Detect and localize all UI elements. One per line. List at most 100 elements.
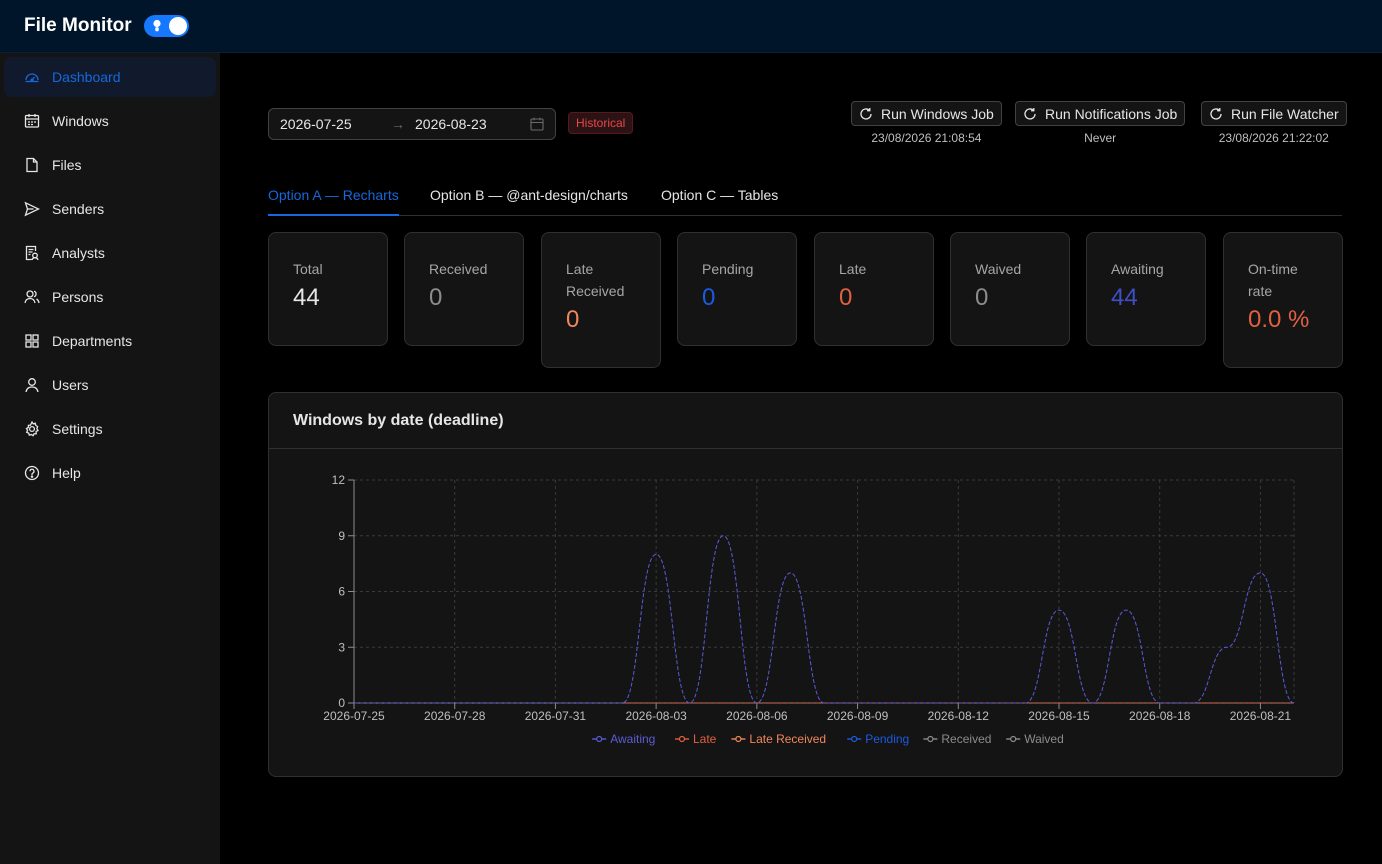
stat-card-pending: Pending 0	[677, 232, 797, 346]
team-icon	[24, 289, 40, 305]
stat-card-received: Received 0	[404, 232, 524, 346]
toggle-knob	[168, 17, 187, 35]
x-tick-label: 2026-08-21	[1230, 709, 1292, 723]
stat-value: 0	[975, 284, 989, 311]
sidebar: Dashboard Windows Files Senders Analysts…	[0, 53, 220, 864]
audit-icon	[24, 245, 40, 261]
stat-value: 0	[839, 284, 853, 311]
stat-label: Received	[429, 261, 488, 277]
stat-card-on-time-rate: On-time rate 0.0 %	[1223, 232, 1343, 368]
stat-value: 44	[293, 284, 320, 311]
legend-marker-dot	[735, 735, 742, 743]
legend-item-waived: Waived	[1024, 732, 1064, 746]
sidebar-item-users[interactable]: Users	[4, 365, 216, 405]
sidebar-item-dashboard[interactable]: Dashboard	[4, 57, 216, 97]
stat-card-total: Total 44	[268, 232, 388, 346]
sidebar-item-files[interactable]: Files	[4, 145, 216, 185]
stat-card-waived: Waived 0	[950, 232, 1070, 346]
stat-label: Awaiting	[1111, 261, 1164, 277]
stat-value: 0.0 %	[1248, 306, 1310, 333]
sidebar-item-analysts[interactable]: Analysts	[4, 233, 216, 273]
stat-value: 0	[566, 306, 580, 333]
reload-icon	[1024, 107, 1036, 120]
file-icon	[24, 157, 40, 173]
historical-tag: Historical	[568, 112, 634, 134]
y-tick-label: 6	[338, 585, 345, 599]
legend-marker-dot	[678, 735, 686, 743]
sidebar-item-persons[interactable]: Persons	[4, 277, 216, 317]
legend-item-late: Late	[693, 732, 717, 746]
sidebar-item-departments[interactable]: Departments	[4, 321, 216, 361]
main-content: 2026-07-25 → 2026-08-23 Historical Run W…	[220, 53, 1382, 864]
legend-marker-dot	[927, 735, 934, 743]
y-tick-label: 12	[332, 473, 346, 487]
legend-item-received: Received	[941, 732, 991, 746]
calendar-icon[interactable]	[530, 117, 544, 131]
button-label: Run Windows Job	[881, 105, 994, 122]
tab-option-b[interactable]: Option B — @ant-design/charts	[430, 187, 628, 203]
button-label: Run File Watcher	[1231, 105, 1339, 122]
user-icon	[24, 377, 40, 393]
tab-option-c[interactable]: Option C — Tables	[661, 187, 779, 203]
legend-marker-dot	[1010, 735, 1017, 743]
legend-marker-dot	[596, 735, 603, 743]
y-tick-label: 3	[338, 640, 345, 654]
last-run-time: Never	[1084, 131, 1117, 145]
sidebar-item-label: Dashboard	[52, 69, 121, 85]
calendar-icon	[24, 113, 40, 129]
setting-icon	[24, 421, 40, 437]
stat-label: Late	[839, 261, 867, 277]
x-tick-label: 2026-08-12	[928, 709, 990, 723]
question-icon	[24, 465, 40, 481]
sidebar-item-label: Senders	[52, 201, 105, 217]
legend-item-awaiting: Awaiting	[610, 732, 655, 746]
chart-option-tabs: Option A — Recharts Option B — @ant-desi…	[268, 183, 1342, 216]
x-tick-label: 2026-07-31	[525, 709, 587, 723]
button-label: Run Notifications Job	[1045, 105, 1178, 122]
start-date-input[interactable]: 2026-07-25	[280, 116, 352, 132]
run-windows-job-button[interactable]: Run Windows Job	[851, 101, 1002, 126]
stat-value: 44	[1111, 284, 1138, 311]
y-tick-label: 0	[338, 696, 345, 710]
stat-label: On-time rate	[1248, 261, 1298, 299]
sidebar-item-label: Persons	[52, 289, 104, 305]
end-date-input[interactable]: 2026-08-23	[415, 116, 487, 132]
stat-card-late: Late 0	[814, 232, 934, 346]
last-run-time: 23/08/2026 21:22:02	[1218, 131, 1329, 145]
sidebar-item-label: Files	[52, 157, 82, 173]
x-tick-label: 2026-08-06	[726, 709, 788, 723]
notifications-job-group: Run Notifications Job Never	[1015, 101, 1186, 145]
range-arrow: →	[391, 116, 405, 132]
run-notifications-job-button[interactable]: Run Notifications Job	[1015, 101, 1186, 126]
send-icon	[24, 201, 40, 217]
reload-icon	[1210, 107, 1222, 120]
windows-by-date-card: Windows by date (deadline) 0 3 6 9 12 2026-07…	[268, 392, 1343, 777]
x-tick-label: 2026-08-15	[1028, 709, 1090, 723]
date-range-picker[interactable]: 2026-07-25 → 2026-08-23	[268, 108, 556, 140]
stat-value: 0	[702, 284, 716, 311]
sidebar-item-help[interactable]: Help	[4, 453, 216, 493]
legend-item-late-received: Late Received	[749, 732, 826, 746]
stat-value: 0	[429, 284, 443, 311]
stat-label: Waived	[975, 261, 1022, 277]
bulb-icon	[153, 19, 161, 32]
tab-option-a[interactable]: Option A — Recharts	[268, 183, 399, 216]
line-chart: 0 3 6 9 12 2026-07-25 2026-07-28 2026-07-31 2026…	[323, 473, 1295, 746]
legend-marker-dot	[851, 735, 858, 743]
run-file-watcher-button[interactable]: Run File Watcher	[1201, 101, 1347, 126]
stat-card-late-received: Late Received 0	[541, 232, 661, 368]
sidebar-item-settings[interactable]: Settings	[4, 409, 216, 449]
y-tick-label: 9	[338, 529, 345, 543]
sidebar-item-label: Help	[52, 465, 81, 481]
sidebar-item-senders[interactable]: Senders	[4, 189, 216, 229]
stat-label: Pending	[702, 261, 754, 277]
sidebar-item-label: Users	[52, 377, 89, 393]
reload-icon	[860, 107, 872, 120]
sidebar-item-windows[interactable]: Windows	[4, 101, 216, 141]
stat-label: Total	[293, 261, 323, 277]
file-watcher-job-group: Run File Watcher 23/08/2026 21:22:02	[1201, 101, 1347, 145]
legend-item-pending: Pending	[865, 732, 909, 746]
theme-toggle[interactable]	[143, 15, 189, 37]
sidebar-item-label: Departments	[52, 333, 133, 349]
series-line-awaiting	[354, 535, 1295, 704]
